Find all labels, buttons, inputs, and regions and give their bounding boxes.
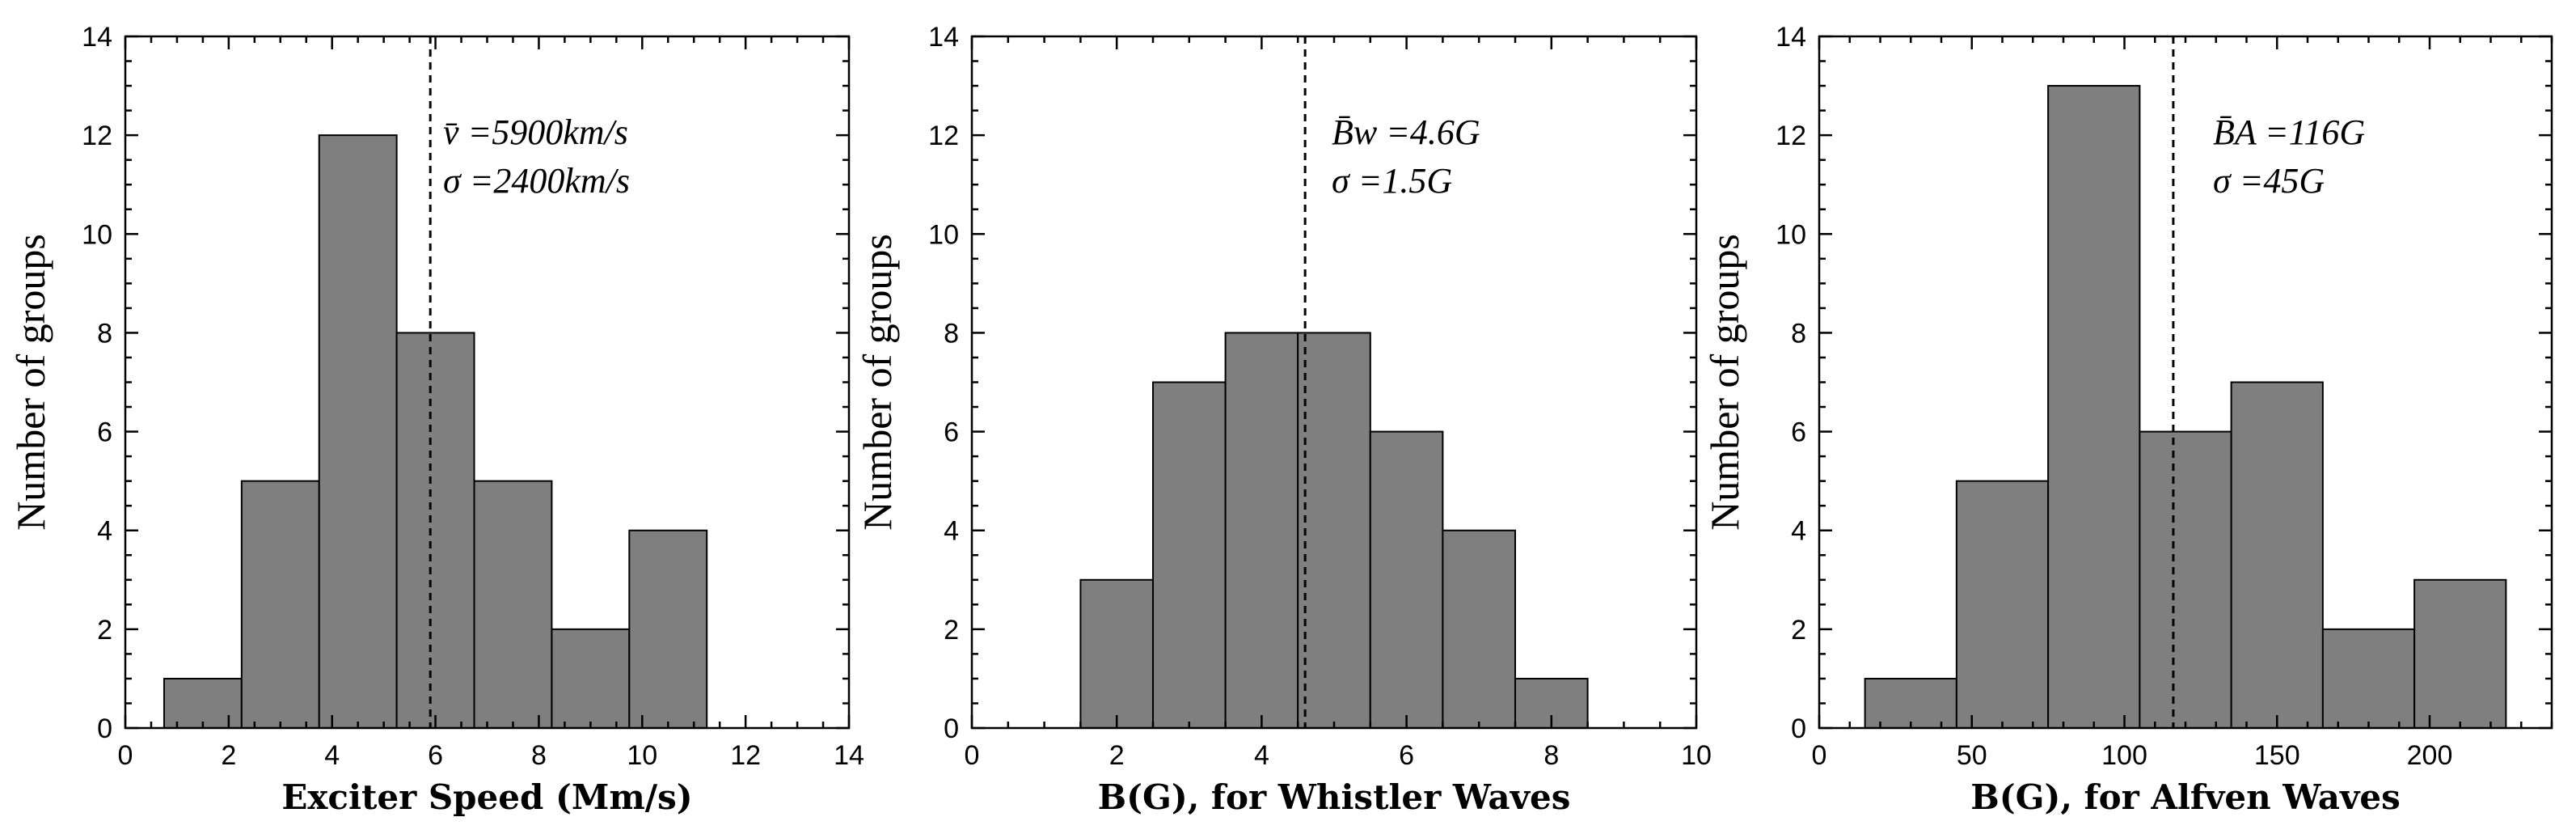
x-tick-label: 50 <box>1957 740 1987 771</box>
histogram-bar <box>395 332 475 729</box>
histogram-bar <box>1224 332 1299 729</box>
histogram-bar <box>1955 480 2050 730</box>
y-axis-title: Number of groups <box>8 234 53 531</box>
histogram-bar <box>1442 529 1517 730</box>
panel-exciter-speed: 0 2 4 6 8 10 12 14 0 2 4 6 8 10 12 14 Exciter Speed (Mm/… <box>8 22 864 817</box>
histogram-bar <box>473 480 553 730</box>
y-tick-label: 4 <box>97 516 112 547</box>
y-tick-label: 12 <box>1776 121 1806 151</box>
sigma-annotation: σ =2400km/s <box>443 161 630 201</box>
x-tick-label: 10 <box>1681 740 1712 771</box>
x-tick-label: 6 <box>1399 740 1414 771</box>
y-tick-label: 2 <box>1791 615 1806 646</box>
y-tick-label: 0 <box>944 713 959 744</box>
y-tick-label: 0 <box>1791 713 1806 744</box>
x-tick-label: 100 <box>2101 740 2147 771</box>
y-tick-label: 2 <box>944 615 959 646</box>
x-tick-label: 4 <box>324 740 340 771</box>
y-tick-label: 0 <box>97 713 112 744</box>
y-tick-label: 12 <box>928 121 959 151</box>
histogram-bar <box>2230 381 2324 729</box>
panel-whistler-waves: 0 2 4 6 8 10 12 14 0 2 4 6 8 10 B(G), for Whistler Wav… <box>855 22 1712 817</box>
y-tick-label: 10 <box>82 219 112 250</box>
y-tick-label: 6 <box>97 417 112 448</box>
y-tick-label: 6 <box>1791 417 1806 448</box>
y-tick-label: 4 <box>1791 516 1806 547</box>
y-tick-label: 12 <box>82 121 112 151</box>
y-tick-label: 6 <box>944 417 959 448</box>
y-tick-label: 14 <box>928 22 959 53</box>
x-tick-label: 0 <box>1812 740 1827 771</box>
histogram-bar <box>240 480 320 730</box>
x-tick-label: 14 <box>834 740 864 771</box>
x-tick-label: 4 <box>1254 740 1269 771</box>
x-tick-label: 8 <box>1543 740 1559 771</box>
sigma-annotation: σ =1.5G <box>1332 161 1452 201</box>
x-tick-label: 12 <box>730 740 761 771</box>
histogram-bar <box>2047 85 2141 730</box>
x-tick-label: 0 <box>965 740 980 771</box>
mean-annotation: B̄w =4.6G <box>1332 112 1480 152</box>
mean-annotation: v̄ =5900km/s <box>443 112 628 152</box>
x-tick-label: 10 <box>627 740 657 771</box>
histogram-bar <box>318 134 398 729</box>
y-tick-label: 8 <box>97 318 112 349</box>
y-axis-title: Number of groups <box>1702 234 1747 531</box>
x-tick-label: 200 <box>2407 740 2453 771</box>
y-tick-label: 10 <box>1776 219 1806 250</box>
mean-annotation: B̄A =116G <box>2213 112 2365 152</box>
x-tick-label: 6 <box>428 740 443 771</box>
histogram-bar <box>2321 628 2416 729</box>
x-tick-label: 8 <box>531 740 547 771</box>
x-tick-label: 2 <box>221 740 236 771</box>
histogram-bar <box>163 677 243 730</box>
histogram-bar <box>628 529 708 730</box>
x-tick-label: 2 <box>1109 740 1125 771</box>
y-tick-label: 2 <box>97 615 112 646</box>
x-axis-title: B(G), for Whistler Waves <box>1098 777 1571 817</box>
y-tick-label: 4 <box>944 516 959 547</box>
y-axis-title: Number of groups <box>855 234 900 531</box>
x-axis-title: Exciter Speed (Mm/s) <box>281 777 692 817</box>
x-tick-label: 0 <box>118 740 133 771</box>
x-tick-label: 150 <box>2254 740 2300 771</box>
histogram-bar <box>2139 430 2232 729</box>
x-axis-title: B(G), for Alfven Waves <box>1970 777 2401 817</box>
histogram-bar <box>551 628 631 729</box>
y-tick-label: 8 <box>944 318 959 349</box>
histogram-bar <box>1152 381 1227 729</box>
y-tick-label: 8 <box>1791 318 1806 349</box>
histogram-bar <box>1297 332 1371 729</box>
histogram-bar <box>1864 677 1957 730</box>
sigma-annotation: σ =45G <box>2213 161 2325 201</box>
y-tick-label: 10 <box>928 219 959 250</box>
histogram-bar <box>1079 578 1155 729</box>
histogram-bar <box>1369 430 1444 729</box>
y-tick-label: 14 <box>82 22 112 53</box>
histogram-bar <box>2413 578 2507 729</box>
y-tick-label: 14 <box>1776 22 1806 53</box>
